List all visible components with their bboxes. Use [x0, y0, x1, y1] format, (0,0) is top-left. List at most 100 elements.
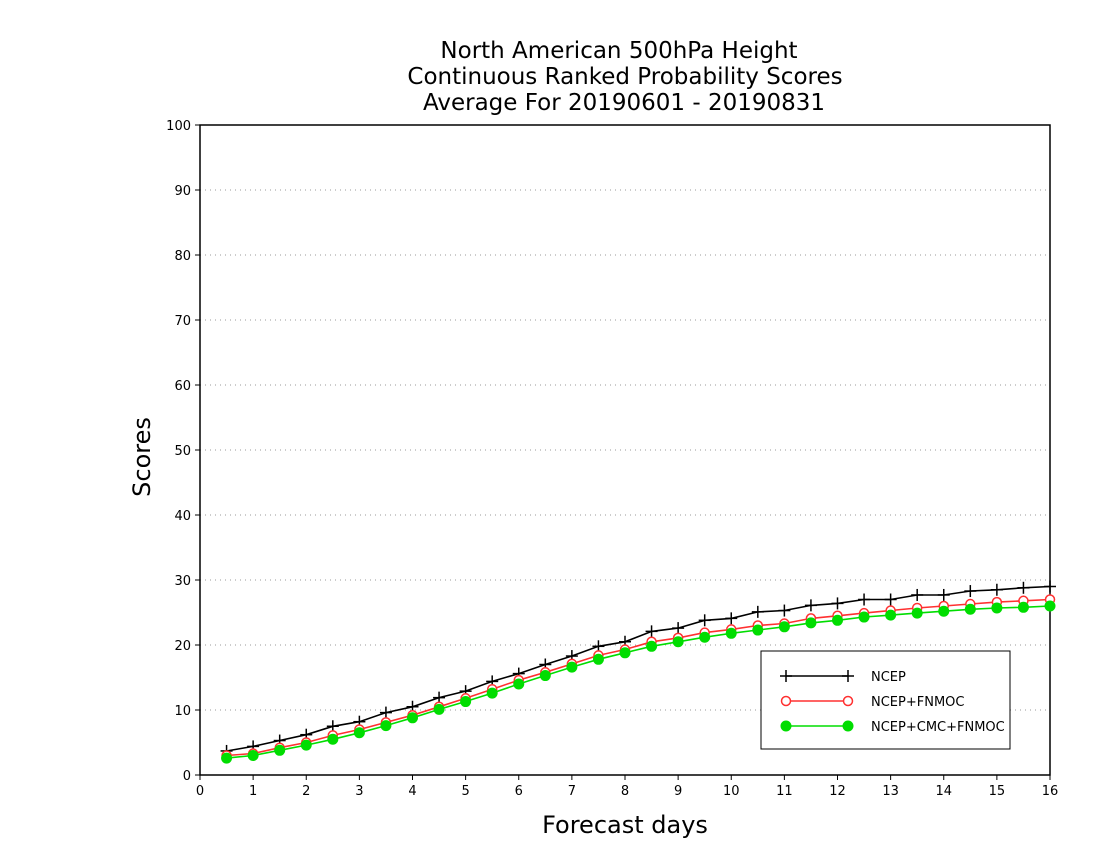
- legend-entry: NCEP+CMC+FNMOC: [780, 720, 1005, 735]
- x-tick-label: 14: [935, 784, 952, 799]
- legend-box: [760, 650, 1011, 750]
- legend-marker: [842, 720, 854, 732]
- data-point: [778, 621, 790, 633]
- data-point: [805, 617, 817, 629]
- x-tick-label: 9: [674, 784, 682, 799]
- data-point: [379, 706, 392, 719]
- legend-label: NCEP: [871, 670, 906, 685]
- y-tick-label: 20: [174, 639, 191, 654]
- series-line: [226, 585, 1051, 752]
- data-point: [991, 602, 1003, 614]
- legend-marker: [780, 720, 792, 732]
- data-point: [1044, 580, 1056, 593]
- data-point: [1044, 600, 1056, 612]
- data-point: [752, 624, 764, 636]
- data-point: [725, 627, 737, 639]
- data-point: [247, 750, 259, 761]
- data-point: [725, 612, 738, 625]
- chart-title-line-1: North American 500hPa Height: [440, 38, 797, 64]
- x-axis-label: Forecast days: [542, 811, 708, 839]
- x-tick-label: 2: [302, 784, 310, 799]
- data-point: [937, 588, 950, 601]
- x-tick-label: 6: [515, 784, 523, 799]
- data-point: [990, 583, 1003, 596]
- legend-entry: NCEP: [780, 670, 906, 685]
- data-point: [300, 739, 312, 751]
- data-point: [832, 614, 843, 626]
- data-point: [672, 636, 684, 648]
- x-tick-label: 10: [723, 784, 740, 799]
- data-point: [327, 733, 339, 745]
- x-tick-label: 16: [1042, 784, 1059, 799]
- data-point: [566, 661, 578, 673]
- data-point: [460, 696, 472, 708]
- x-tick-label: 0: [196, 784, 204, 799]
- x-tick-label: 11: [776, 784, 793, 799]
- series-layer: [220, 580, 1056, 764]
- data-point: [911, 607, 923, 619]
- x-tick-label: 1: [249, 784, 257, 799]
- chart-title-line-3: Average For 20190601 - 20190831: [423, 90, 825, 116]
- data-point: [646, 640, 658, 652]
- data-point: [513, 678, 525, 690]
- series-2: [221, 600, 1056, 764]
- x-tick-label: 13: [882, 784, 899, 799]
- y-tick-label: 30: [174, 574, 191, 589]
- data-point: [858, 593, 871, 606]
- y-tick-label: 10: [174, 704, 191, 719]
- data-point: [221, 752, 233, 764]
- y-tick-label: 70: [174, 314, 191, 329]
- data-point: [1017, 601, 1029, 613]
- data-point: [274, 744, 286, 756]
- legend-label: NCEP+CMC+FNMOC: [871, 720, 1005, 735]
- y-tick-label: 90: [174, 184, 191, 199]
- y-tick-label: 0: [183, 769, 191, 784]
- data-point: [699, 631, 711, 643]
- data-point: [539, 670, 551, 682]
- y-tick-label: 100: [166, 119, 191, 134]
- data-point: [407, 712, 418, 724]
- legend-marker: [842, 695, 854, 707]
- data-point: [778, 604, 791, 617]
- y-tick-label: 50: [174, 444, 191, 459]
- data-point: [380, 720, 392, 732]
- data-point: [964, 585, 977, 598]
- chart-title: North American 500hPa Height Continuous …: [407, 38, 842, 116]
- data-point: [964, 603, 976, 615]
- data-point: [831, 597, 844, 610]
- legend: NCEP NCEP+FNMOC NCEP+CMC+FNMOC: [760, 650, 1011, 750]
- y-tick-label: 80: [174, 249, 191, 264]
- data-point: [751, 605, 764, 618]
- legend-marker: [780, 670, 792, 682]
- data-point: [592, 653, 604, 665]
- data-point: [619, 647, 631, 659]
- data-point: [884, 593, 897, 606]
- data-point: [1017, 581, 1030, 594]
- data-point: [938, 605, 950, 617]
- x-tick-label: 12: [829, 784, 846, 799]
- x-tick-label: 3: [355, 784, 363, 799]
- data-point: [486, 687, 498, 699]
- data-point: [804, 599, 817, 612]
- legend-entry: NCEP+FNMOC: [780, 695, 964, 710]
- data-point: [698, 614, 711, 627]
- x-tick-label: 15: [989, 784, 1006, 799]
- data-point: [353, 727, 365, 739]
- y-axis-label: Scores: [128, 417, 156, 497]
- x-tick-label: 8: [621, 784, 629, 799]
- legend-marker: [842, 670, 854, 682]
- data-point: [885, 609, 897, 621]
- x-tick-label: 5: [461, 784, 469, 799]
- y-tick-label: 60: [174, 379, 191, 394]
- chart-title-line-2: Continuous Ranked Probability Scores: [407, 64, 842, 90]
- data-point: [645, 625, 658, 638]
- legend-marker: [780, 695, 792, 707]
- legend-label: NCEP+FNMOC: [871, 695, 964, 710]
- data-point: [672, 622, 685, 635]
- data-point: [858, 611, 870, 623]
- data-point: [433, 703, 445, 715]
- x-tick-label: 4: [408, 784, 416, 799]
- x-tick-label: 7: [568, 784, 576, 799]
